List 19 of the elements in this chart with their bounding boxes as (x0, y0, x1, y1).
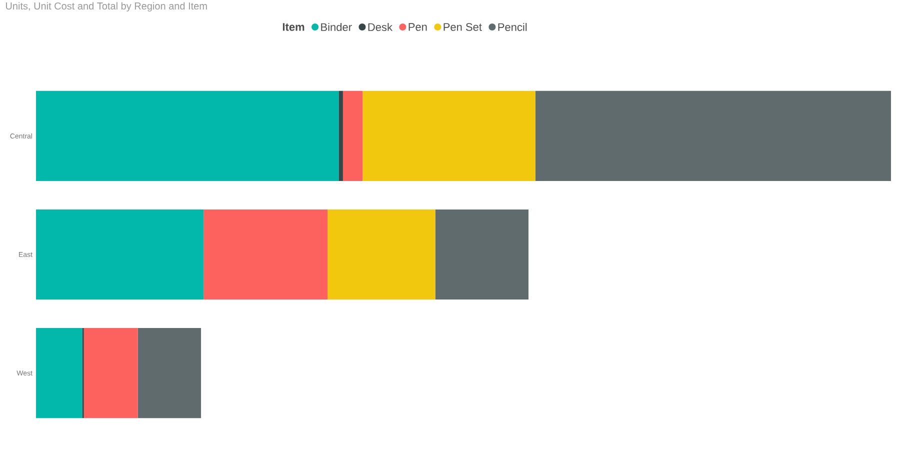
legend-label: Pen (408, 23, 427, 31)
bar (328, 209, 436, 300)
bar (36, 209, 204, 300)
bar (36, 90, 339, 181)
legend-label: Pen Set (444, 23, 482, 31)
bar (535, 90, 891, 181)
legend-label: Pencil (498, 22, 527, 32)
bar (435, 209, 528, 300)
legend-label: Desk (368, 22, 392, 32)
bar (338, 90, 343, 181)
bar (204, 209, 328, 300)
bar (362, 90, 536, 181)
bar (138, 328, 202, 418)
chart-title: Units, Unit Cost and Total by Region and Item (6, 2, 207, 12)
legend-title: Item (282, 23, 304, 31)
bar (84, 328, 138, 418)
bar (342, 90, 363, 181)
legend-label: Binder (321, 22, 352, 32)
bar (36, 328, 82, 418)
